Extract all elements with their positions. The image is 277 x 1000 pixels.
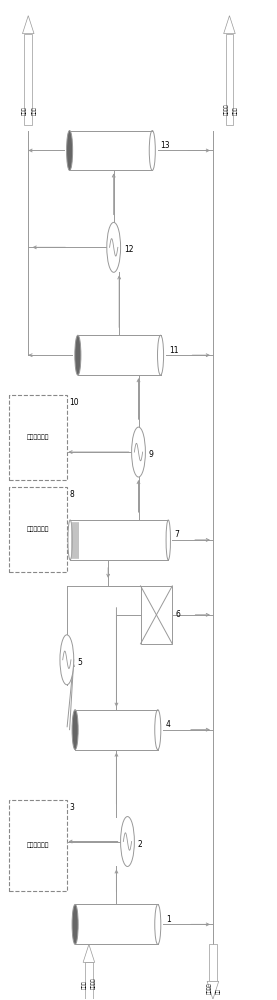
Text: 2: 2 (138, 840, 142, 849)
Text: 气化: 气化 (216, 989, 221, 994)
Bar (209, 944, 217, 981)
Text: 12: 12 (124, 245, 134, 254)
Bar (78, 335, 161, 375)
Ellipse shape (149, 131, 155, 170)
Ellipse shape (68, 520, 72, 560)
Text: 8: 8 (70, 490, 74, 499)
Ellipse shape (72, 710, 78, 750)
Ellipse shape (158, 335, 164, 375)
Polygon shape (207, 981, 219, 999)
Text: 9: 9 (149, 450, 153, 459)
Ellipse shape (75, 335, 81, 375)
Circle shape (60, 635, 74, 685)
Text: 6: 6 (175, 610, 180, 619)
Bar (24, 34, 32, 125)
Bar (70, 131, 152, 170)
Text: 1: 1 (166, 915, 171, 924)
Polygon shape (224, 16, 235, 34)
Text: 13: 13 (161, 141, 170, 150)
Bar (85, 962, 93, 999)
Text: 来自气化: 来自气化 (91, 978, 96, 989)
Text: 去系外: 去系外 (233, 106, 238, 115)
Bar (225, 34, 233, 125)
Text: 高温疆气: 高温疆气 (207, 983, 212, 994)
Circle shape (120, 817, 134, 866)
Circle shape (107, 222, 120, 272)
Text: 第二发电机组: 第二发电机组 (27, 527, 49, 532)
Polygon shape (83, 944, 95, 962)
Bar (70, 520, 168, 560)
Ellipse shape (155, 710, 161, 750)
Circle shape (132, 427, 145, 477)
Bar (140, 586, 172, 644)
Text: 去系外: 去系外 (32, 106, 37, 115)
Ellipse shape (66, 131, 73, 170)
Text: 11: 11 (169, 346, 178, 355)
Text: 10: 10 (70, 398, 79, 407)
Text: 7: 7 (174, 530, 179, 539)
Text: 4: 4 (166, 720, 171, 729)
Text: 弃气气: 弃气气 (22, 106, 27, 115)
Ellipse shape (155, 904, 161, 944)
Polygon shape (22, 16, 34, 34)
Ellipse shape (72, 904, 78, 944)
Text: 精合气: 精合气 (82, 981, 87, 989)
Text: 第一发电机组: 第一发电机组 (27, 843, 49, 848)
Bar (75, 710, 158, 750)
Text: 低温疆气: 低温疆气 (223, 103, 229, 115)
Text: 3: 3 (70, 803, 75, 812)
Bar (75, 904, 158, 944)
Text: 5: 5 (77, 658, 82, 667)
Ellipse shape (166, 520, 170, 560)
Text: 第三发电机组: 第三发电机组 (27, 435, 49, 440)
